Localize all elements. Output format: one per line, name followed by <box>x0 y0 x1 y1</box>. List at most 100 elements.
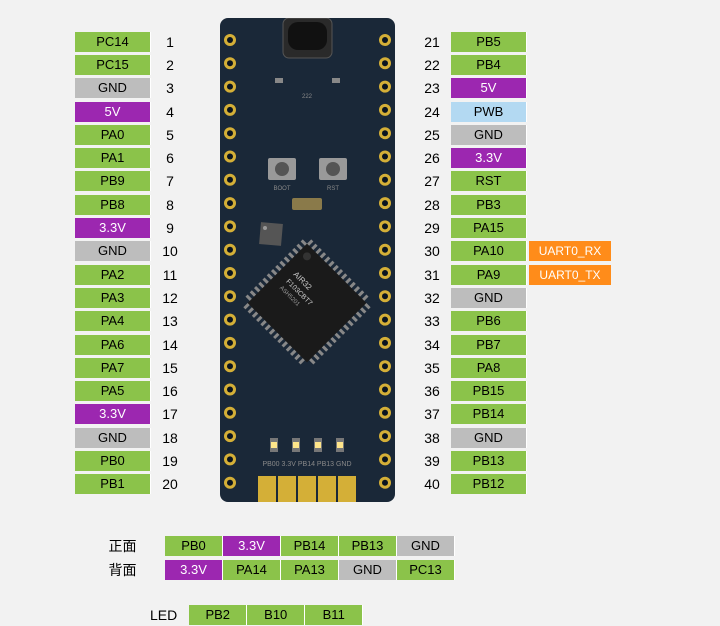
led-pin: B10 <box>247 605 305 625</box>
left-pin-row: PB97 <box>75 170 189 193</box>
pin-label: 3.3V <box>451 148 527 168</box>
bottom-row: 正面PB03.3VPB14PB13GND <box>95 534 455 557</box>
pin-number: 40 <box>413 476 451 492</box>
pin-label: RST <box>451 171 527 191</box>
right-pin-row: 38GND <box>413 426 611 449</box>
left-pin-row: PA614 <box>75 333 189 356</box>
pin-number: 18 <box>151 430 189 446</box>
pin-number: 37 <box>413 406 451 422</box>
led-pin: PB2 <box>189 605 247 625</box>
pin-label: PB15 <box>451 381 527 401</box>
left-pin-row: GND3 <box>75 77 189 100</box>
left-pin-row: PC152 <box>75 53 189 76</box>
right-pin-row: 31PA9UART0_TX <box>413 263 611 286</box>
pin-number: 19 <box>151 453 189 469</box>
pin-number: 29 <box>413 220 451 236</box>
right-pin-row: 27RST <box>413 170 611 193</box>
left-pin-row: PA715 <box>75 356 189 379</box>
bottom-pin: PA14 <box>223 560 281 580</box>
bottom-pin: 3.3V <box>223 536 281 556</box>
right-pin-row: 263.3V <box>413 146 611 169</box>
pin-number: 27 <box>413 173 451 189</box>
led-title: LED <box>150 607 177 623</box>
bottom-pin: GND <box>397 536 455 556</box>
right-pin-row: 235V <box>413 77 611 100</box>
left-pin-row: PA312 <box>75 286 189 309</box>
right-pin-row: 29PA15 <box>413 216 611 239</box>
right-pin-row: 30PA10UART0_RX <box>413 240 611 263</box>
left-pin-row: GND18 <box>75 426 189 449</box>
right-pin-column: 21PB522PB4235V24PWB25GND263.3V27RST28PB3… <box>413 30 611 496</box>
pin-number: 15 <box>151 360 189 376</box>
pin-number: 4 <box>151 104 189 120</box>
pin-label: PC14 <box>75 32 151 52</box>
pin-label: PA9 <box>451 265 527 285</box>
left-pin-row: PB120 <box>75 473 189 496</box>
left-pin-row: PC141 <box>75 30 189 53</box>
uart-label: UART0_RX <box>529 241 611 261</box>
left-pin-row: PA05 <box>75 123 189 146</box>
pin-label: 3.3V <box>75 218 151 238</box>
pin-label: PA5 <box>75 381 151 401</box>
pin-label: PA0 <box>75 125 151 145</box>
pin-label: PWB <box>451 102 527 122</box>
pin-number: 5 <box>151 127 189 143</box>
pin-label: PB8 <box>75 195 151 215</box>
pin-number: 13 <box>151 313 189 329</box>
pin-number: 21 <box>413 34 451 50</box>
right-pin-row: 34PB7 <box>413 333 611 356</box>
pin-label: PB1 <box>75 474 151 494</box>
right-pin-row: 36PB15 <box>413 379 611 402</box>
left-pin-row: 3.3V9 <box>75 216 189 239</box>
pin-number: 8 <box>151 197 189 213</box>
pin-label: PB13 <box>451 451 527 471</box>
left-pin-row: PA413 <box>75 310 189 333</box>
pin-number: 34 <box>413 337 451 353</box>
left-pin-row: PA211 <box>75 263 189 286</box>
pin-label: PB0 <box>75 451 151 471</box>
left-pin-row: PA16 <box>75 146 189 169</box>
pin-number: 2 <box>151 57 189 73</box>
bottom-pin: 3.3V <box>165 560 223 580</box>
pin-label: GND <box>75 428 151 448</box>
pin-label: 3.3V <box>75 404 151 424</box>
pin-label: PB3 <box>451 195 527 215</box>
left-pin-row: GND10 <box>75 240 189 263</box>
pin-label: PB4 <box>451 55 527 75</box>
pin-number: 33 <box>413 313 451 329</box>
pin-label: PA15 <box>451 218 527 238</box>
pin-number: 35 <box>413 360 451 376</box>
pin-number: 24 <box>413 104 451 120</box>
pin-label: PB9 <box>75 171 151 191</box>
bottom-pin: PB14 <box>281 536 339 556</box>
pin-number: 7 <box>151 173 189 189</box>
pin-label: GND <box>451 125 527 145</box>
mcu-board: 222 BOOT RST <box>220 18 395 502</box>
pin-label: PA6 <box>75 335 151 355</box>
bottom-pin: GND <box>339 560 397 580</box>
pin-number: 23 <box>413 80 451 96</box>
boot-label: BOOT <box>273 186 290 192</box>
pin-label: PC15 <box>75 55 151 75</box>
pin-number: 22 <box>413 57 451 73</box>
pin-label: PB6 <box>451 311 527 331</box>
pin-number: 11 <box>151 267 189 283</box>
pin-number: 3 <box>151 80 189 96</box>
uart-label: UART0_TX <box>529 265 611 285</box>
pin-label: PA2 <box>75 265 151 285</box>
bottom-pin-rows: 正面PB03.3VPB14PB13GND背面3.3VPA14PA13GNDPC1… <box>95 534 455 582</box>
right-pin-row: 33PB6 <box>413 310 611 333</box>
pin-label: PB5 <box>451 32 527 52</box>
pin-number: 14 <box>151 337 189 353</box>
right-pin-row: 22PB4 <box>413 53 611 76</box>
left-pin-row: PB019 <box>75 449 189 472</box>
led-row: LEDPB2B10B11 <box>150 605 363 625</box>
right-pin-row: 32GND <box>413 286 611 309</box>
pin-number: 12 <box>151 290 189 306</box>
bottom-pin: PA13 <box>281 560 339 580</box>
right-pin-row: 40PB12 <box>413 473 611 496</box>
right-pin-row: 21PB5 <box>413 30 611 53</box>
right-pin-row: 28PB3 <box>413 193 611 216</box>
pin-number: 32 <box>413 290 451 306</box>
pin-label: GND <box>75 241 151 261</box>
